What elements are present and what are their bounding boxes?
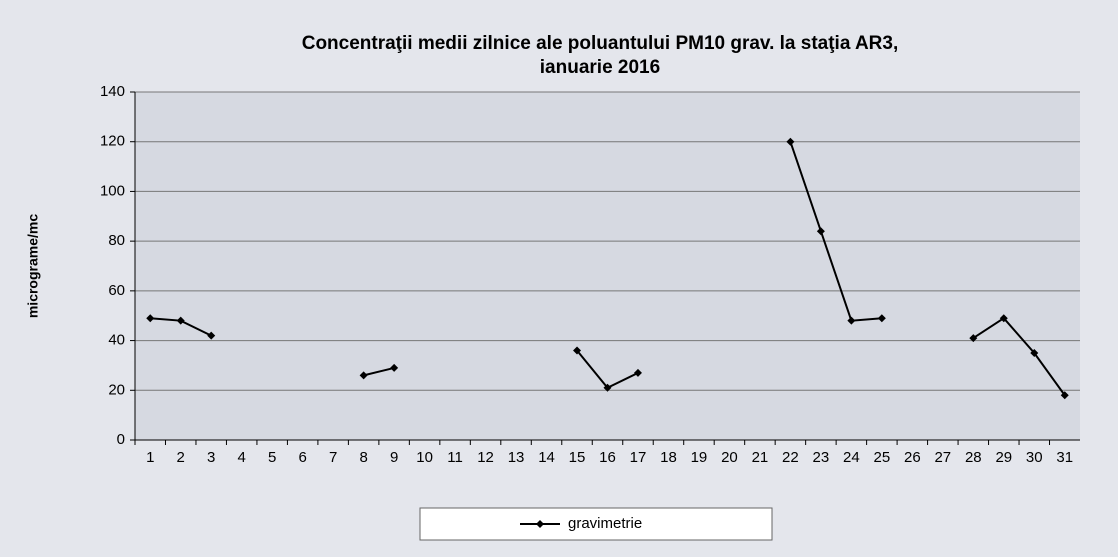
legend-marker [536,520,544,528]
x-tick-label: 15 [569,449,586,466]
x-tick-label: 31 [1056,449,1073,466]
x-tick-label: 23 [813,449,830,466]
marker [390,363,399,372]
x-tick-label: 6 [298,449,306,466]
x-tick-label: 16 [599,449,616,466]
legend [419,507,773,541]
x-tick-label: 13 [508,449,525,466]
x-tick-label: 18 [660,449,677,466]
x-tick-label: 24 [843,449,860,466]
x-tick-label: 30 [1026,449,1043,466]
x-tick-label: 20 [721,449,738,466]
marker [847,316,856,325]
plot-area [135,92,1080,440]
x-tick-label: 26 [904,449,921,466]
marker [1060,391,1069,400]
marker [633,368,642,377]
marker [877,314,886,323]
marker [176,316,185,325]
x-tick-label: 4 [238,449,246,466]
chart-title: ianuarie 2016 [540,57,660,78]
x-tick-label: 9 [390,449,398,466]
x-tick-label: 7 [329,449,337,466]
x-tick-label: 28 [965,449,982,466]
x-tick-label: 29 [995,449,1012,466]
marker [146,314,155,323]
x-tick-label: 5 [268,449,276,466]
marker [816,227,825,236]
y-tick-label: 120 [100,133,125,150]
x-tick-label: 22 [782,449,799,466]
y-tick-label: 80 [108,232,125,249]
marker [573,346,582,355]
x-tick-label: 11 [447,449,463,466]
x-tick-label: 17 [630,449,647,466]
chart-title: Concentraţii medii zilnice ale poluantul… [302,33,899,54]
y-tick-label: 140 [100,83,125,100]
marker [969,334,978,343]
y-tick-label: 20 [108,381,125,398]
legend-label: gravimetrie [568,515,642,532]
x-tick-label: 12 [477,449,494,466]
y-tick-label: 100 [100,182,125,199]
y-tick-label: 0 [117,431,125,448]
x-tick-label: 27 [934,449,951,466]
marker [603,383,612,392]
x-tick-label: 2 [177,449,185,466]
x-tick-label: 21 [752,449,769,466]
marker [1030,349,1039,357]
x-tick-label: 14 [538,449,555,466]
x-tick-label: 3 [207,449,215,466]
x-tick-label: 10 [416,449,433,466]
x-tick-label: 1 [146,449,154,466]
y-axis-label: micrograme/mc [25,214,41,318]
x-tick-label: 8 [359,449,367,466]
x-tick-label: 19 [691,449,708,466]
marker [359,371,368,380]
x-tick-label: 25 [874,449,891,466]
marker [207,331,216,340]
marker [999,314,1008,323]
y-tick-label: 60 [108,282,125,299]
y-tick-label: 40 [108,332,125,349]
marker [786,137,795,146]
